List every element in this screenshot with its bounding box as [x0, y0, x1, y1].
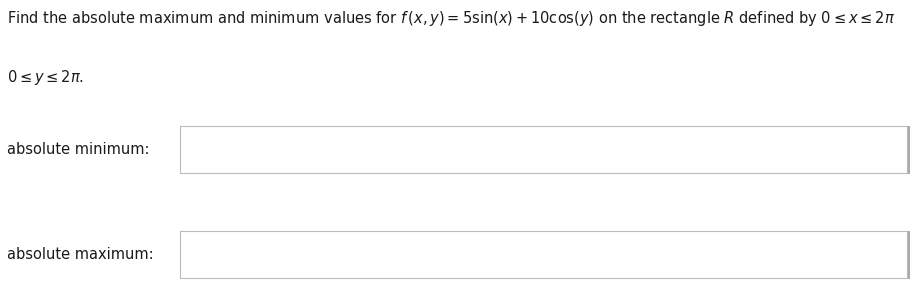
Text: Find the absolute maximum and minimum values for $f\,(x, y) = 5\sin(x) + 10\cos(: Find the absolute maximum and minimum va… — [7, 9, 895, 28]
Text: $0 \leq y \leq 2\pi.$: $0 \leq y \leq 2\pi.$ — [7, 68, 85, 87]
Bar — [180, 126, 910, 174]
Text: absolute maximum:: absolute maximum: — [7, 247, 154, 261]
Bar — [180, 231, 907, 278]
Text: absolute minimum:: absolute minimum: — [7, 142, 150, 157]
Bar — [180, 231, 910, 279]
Bar — [180, 126, 907, 173]
